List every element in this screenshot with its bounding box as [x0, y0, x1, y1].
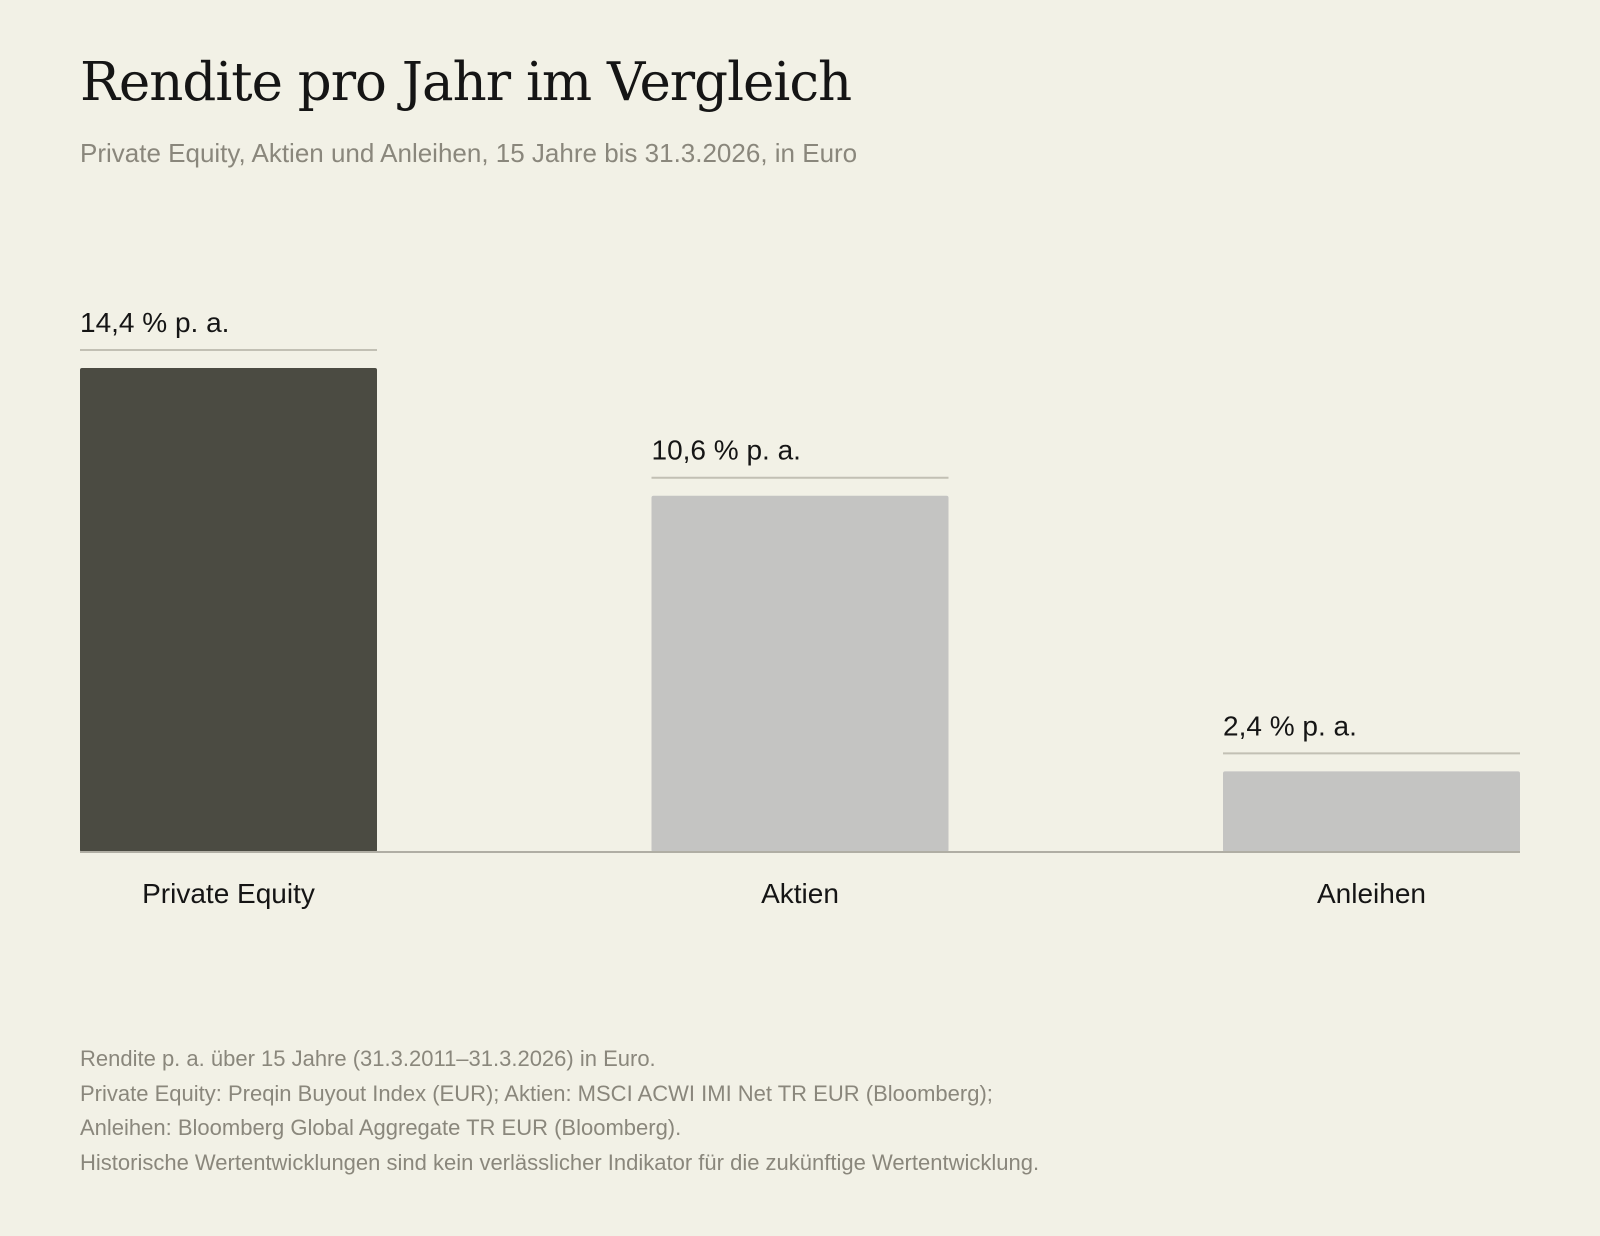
footnote-sources-bonds: Anleihen: Bloomberg Global Aggregate TR … — [80, 1115, 682, 1140]
value-label-private-equity: 14,4 % p. a. — [80, 307, 229, 338]
footnotes: Rendite p. a. über 15 Jahre (31.3.2011–3… — [80, 1042, 1039, 1180]
chart-subtitle: Private Equity, Aktien und Anleihen, 15 … — [80, 138, 858, 168]
footnote-disclaimer: Historische Wertentwicklungen sind kein … — [80, 1149, 1040, 1175]
category-label-aktien: Aktien — [761, 878, 839, 909]
category-label-private-equity: Private Equity — [142, 878, 315, 909]
bar-aktien — [651, 495, 949, 852]
value-label-anleihen: 2,4 % p. a. — [1223, 710, 1357, 741]
bar-chart: 14,4 % p. a. Private Equity 10,6 % p. a. Ak… — [80, 307, 1520, 909]
bar-private-equity — [80, 368, 377, 852]
value-label-aktien: 10,6 % p. a. — [652, 435, 801, 466]
footnote-period: Rendite p. a. über 15 Jahre (31.3.2011–3… — [80, 1046, 656, 1071]
bar-anleihen — [1223, 771, 1520, 852]
category-label-anleihen: Anleihen — [1317, 878, 1426, 909]
chart-title: Rendite pro Jahr im Vergleich — [80, 52, 852, 113]
footnote-sources: Private Equity: Preqin Buyout Index (EUR… — [80, 1080, 993, 1106]
